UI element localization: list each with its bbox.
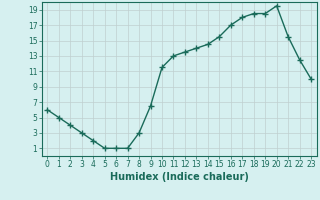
X-axis label: Humidex (Indice chaleur): Humidex (Indice chaleur)	[110, 172, 249, 182]
